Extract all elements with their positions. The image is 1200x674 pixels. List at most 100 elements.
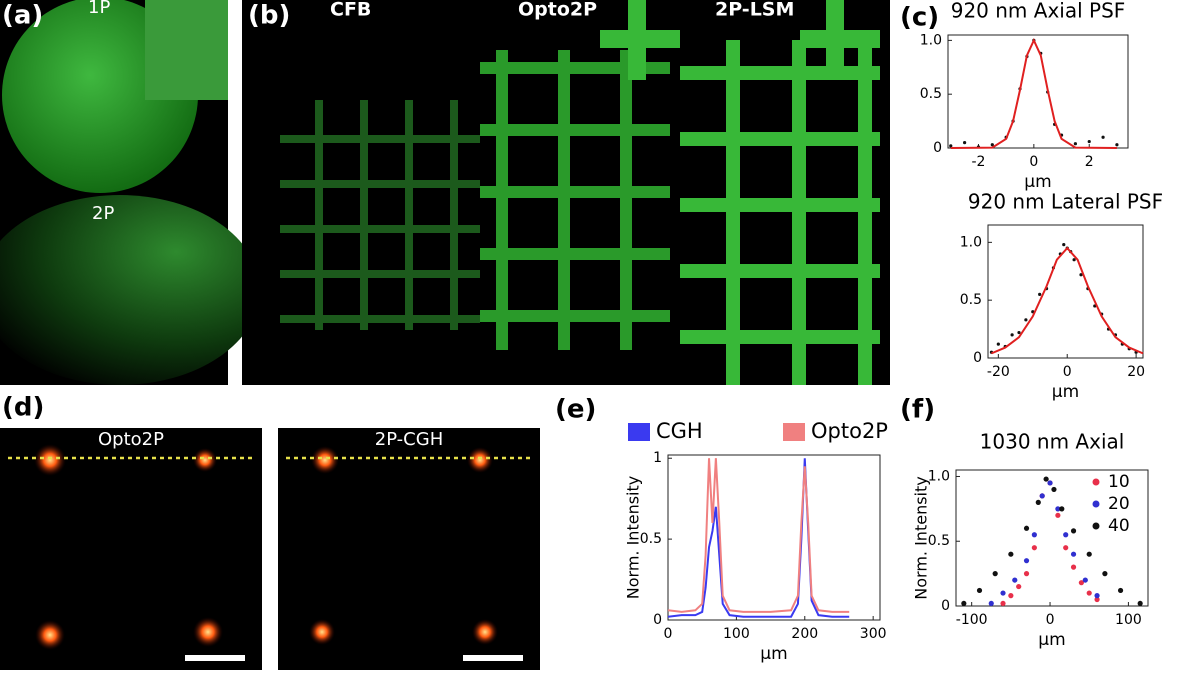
series-line	[991, 246, 1144, 355]
data-point	[1000, 590, 1006, 596]
y-tick-label: 0	[973, 350, 982, 366]
x-axis-label: μm	[760, 644, 787, 664]
image-label: 2P	[92, 203, 114, 224]
chart-title: 920 nm Axial PSF	[951, 0, 1126, 23]
y-axis-label: Norm. Intensity	[624, 476, 643, 599]
data-point	[1008, 551, 1014, 557]
data-point	[1031, 532, 1037, 538]
data-point	[996, 342, 1000, 346]
data-point	[1062, 243, 1066, 247]
y-tick-label: 1.0	[920, 32, 942, 48]
image-label: Opto2P	[518, 0, 597, 21]
image-label: CFB	[330, 0, 371, 21]
legend-marker	[1092, 522, 1100, 530]
data-point	[1039, 493, 1045, 499]
series-line	[667, 458, 850, 618]
x-tick-label: 20	[1127, 364, 1145, 380]
x-tick-label: -2	[971, 154, 985, 170]
legend-label: CGH	[656, 419, 703, 443]
x-tick-label: 200	[791, 626, 818, 642]
y-tick-label: 0.5	[928, 533, 950, 549]
x-axis-label: μm	[1024, 172, 1051, 192]
legend-label: 20	[1108, 494, 1130, 514]
panel-label: (d)	[2, 393, 44, 423]
image-label: 2P-LSM	[715, 0, 794, 21]
legend-label: 10	[1108, 472, 1130, 492]
x-tick-label: 300	[860, 626, 887, 642]
plot-frame	[987, 224, 1144, 359]
x-tick-label: 0	[664, 626, 673, 642]
y-tick-label: 1.0	[928, 468, 950, 484]
data-point	[990, 143, 994, 147]
panel-label: (e)	[555, 395, 596, 425]
data-point	[1016, 583, 1022, 590]
x-tick-label: 0	[1063, 364, 1072, 380]
legend-swatch	[628, 423, 650, 441]
data-point	[1070, 551, 1077, 557]
data-point	[1008, 593, 1014, 599]
data-point	[1038, 292, 1042, 296]
data-point	[1063, 545, 1069, 551]
y-tick-label: 0	[941, 598, 950, 614]
plot-frame	[947, 34, 1129, 149]
panel-d-images	[0, 428, 540, 670]
series-line	[950, 37, 1117, 149]
data-point	[961, 600, 967, 607]
data-point	[988, 600, 994, 607]
chart-title: 1030 nm Axial	[980, 430, 1125, 454]
data-point	[992, 571, 998, 577]
y-tick-label: 0.5	[960, 292, 982, 308]
legend-swatch	[783, 423, 805, 441]
data-point	[1086, 551, 1092, 557]
image-label: 1P	[88, 0, 110, 18]
y-tick-label: 1	[653, 450, 662, 466]
series-line	[667, 458, 850, 613]
x-tick-label: -100	[956, 612, 988, 628]
data-point	[1079, 273, 1083, 277]
x-tick-label: 100	[1115, 612, 1142, 628]
panel-label: (f)	[900, 395, 935, 425]
plot-frame	[955, 469, 1149, 607]
plot-frame	[667, 454, 881, 621]
x-tick-label: -20	[987, 364, 1010, 380]
data-point	[1023, 571, 1030, 577]
legend-label: 40	[1108, 516, 1130, 536]
data-point	[1024, 318, 1028, 322]
y-tick-label: 0.5	[640, 531, 662, 547]
data-point	[1086, 590, 1092, 596]
legend-marker	[1092, 478, 1100, 486]
data-point	[1023, 525, 1030, 531]
data-point	[1051, 486, 1057, 493]
data-point	[1094, 593, 1100, 599]
image-label: 2P-CGH	[375, 429, 443, 450]
panel-b-image	[242, 0, 890, 385]
data-point	[1087, 139, 1091, 144]
data-point	[1101, 135, 1105, 139]
data-point	[1012, 577, 1018, 583]
y-axis-label: Norm. Intensity	[912, 476, 931, 599]
data-point	[949, 144, 953, 148]
data-point	[1031, 545, 1037, 551]
panel-label: (c)	[900, 3, 939, 33]
x-tick-label: 0	[1046, 612, 1055, 628]
data-point	[1010, 333, 1014, 337]
data-point	[976, 587, 983, 594]
data-point	[1023, 558, 1030, 564]
data-point	[1000, 600, 1006, 607]
data-point	[1073, 142, 1077, 146]
y-tick-label: 1.0	[960, 234, 982, 250]
y-tick-label: 0	[933, 140, 942, 156]
data-point	[1102, 571, 1108, 577]
data-point	[1137, 600, 1143, 607]
data-point	[1059, 506, 1065, 512]
data-point	[1082, 577, 1088, 583]
y-tick-label: 0	[653, 612, 662, 628]
image-label: Opto2P	[98, 429, 164, 450]
legend-marker	[1092, 500, 1100, 508]
data-point	[1117, 587, 1124, 594]
data-point	[1035, 499, 1041, 505]
data-point	[1070, 564, 1077, 570]
x-tick-label: 2	[1085, 154, 1094, 170]
data-point	[1047, 480, 1053, 486]
